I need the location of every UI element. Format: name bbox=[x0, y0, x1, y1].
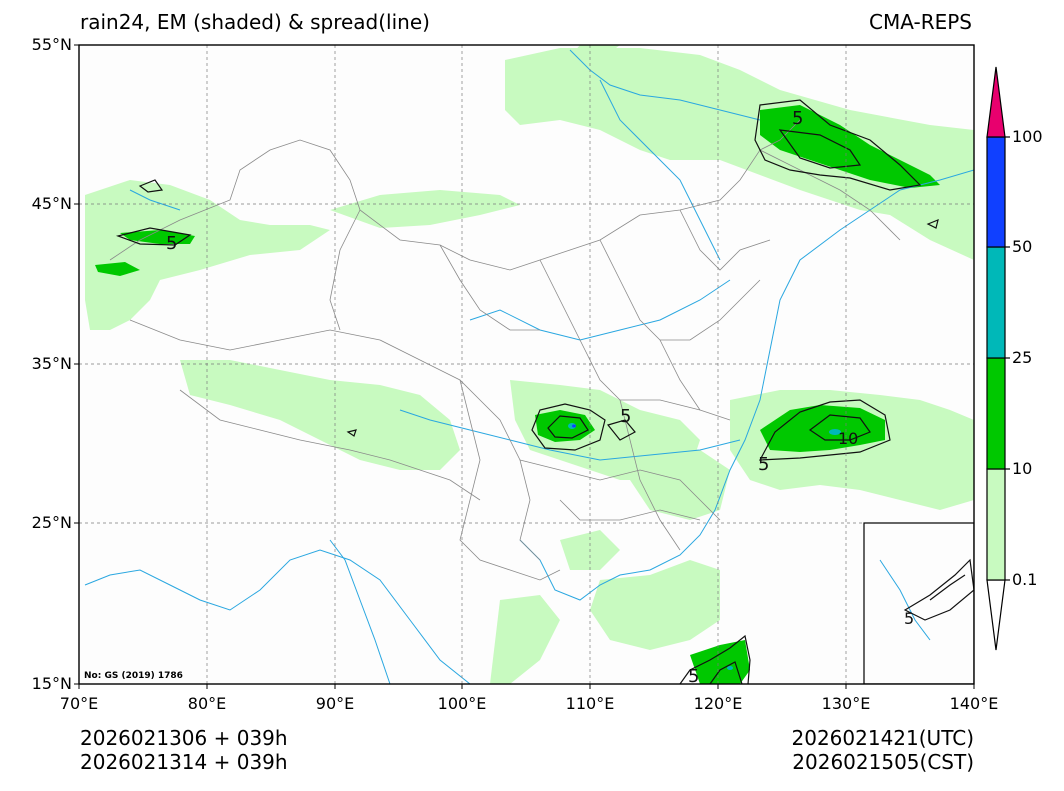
lon-tick-label: 110°E bbox=[565, 694, 615, 713]
colorbar-label: 25 bbox=[1012, 348, 1033, 367]
colorbar bbox=[986, 66, 1010, 651]
contour-label: 10 bbox=[838, 429, 858, 448]
rivers-coastline bbox=[84, 49, 974, 684]
lon-tick-label: 120°E bbox=[693, 694, 743, 713]
province-borders bbox=[109, 119, 901, 581]
plot-title: rain24, EM (shaded) & spread(line) bbox=[80, 10, 430, 34]
colorbar-label: 0.1 bbox=[1012, 570, 1038, 589]
lon-tick-label: 100°E bbox=[437, 694, 487, 713]
map-approval-note: No: GS (2019) 1786 bbox=[84, 671, 183, 681]
lon-tick-label: 90°E bbox=[315, 694, 355, 713]
south-china-sea-inset bbox=[863, 522, 974, 684]
contour-label: 5 bbox=[688, 666, 699, 687]
valid-time-cst: 2026021505(CST) bbox=[792, 750, 974, 774]
contour-label: 5 bbox=[904, 609, 914, 628]
contour-labels: 5 5 5 5 5 10 5 bbox=[166, 108, 914, 687]
colorbar-swatch-0 bbox=[986, 468, 1006, 581]
init-time-cst: 2026021314 + 039h bbox=[80, 750, 288, 774]
lon-tick-label: 130°E bbox=[821, 694, 871, 713]
lat-tick-label: 35°N bbox=[31, 354, 72, 373]
colorbar-swatch-1 bbox=[986, 357, 1006, 470]
colorbar-swatch-3 bbox=[986, 136, 1006, 248]
contour-label: 5 bbox=[166, 233, 177, 254]
valid-time-utc: 2026021421(UTC) bbox=[791, 726, 975, 750]
init-time-utc: 2026021306 + 039h bbox=[80, 726, 288, 750]
contour-label: 5 bbox=[758, 454, 769, 475]
rain-shading-10-25 bbox=[95, 105, 940, 684]
colorbar-label: 10 bbox=[1012, 459, 1033, 478]
lat-tick-label: 55°N bbox=[31, 35, 72, 54]
lon-tick-label: 80°E bbox=[187, 694, 227, 713]
contour-label: 5 bbox=[792, 108, 803, 129]
lon-tick-label: 70°E bbox=[59, 694, 99, 713]
rain-shading-heavy bbox=[568, 423, 841, 670]
model-name: CMA-REPS bbox=[869, 10, 972, 34]
axis-ticks bbox=[74, 44, 975, 689]
lat-tick-label: 25°N bbox=[31, 513, 72, 532]
colorbar-swatch-2 bbox=[986, 246, 1006, 359]
colorbar-label: 100 bbox=[1012, 127, 1043, 146]
colorbar-swatch-4 bbox=[986, 66, 1006, 138]
spread-contours bbox=[115, 99, 939, 684]
lat-tick-label: 15°N bbox=[31, 674, 72, 693]
graticule bbox=[79, 45, 974, 684]
colorbar-label: 50 bbox=[1012, 237, 1033, 256]
lat-tick-label: 45°N bbox=[31, 194, 72, 213]
contour-label: 5 bbox=[620, 406, 631, 427]
lon-tick-label: 140°E bbox=[949, 694, 999, 713]
